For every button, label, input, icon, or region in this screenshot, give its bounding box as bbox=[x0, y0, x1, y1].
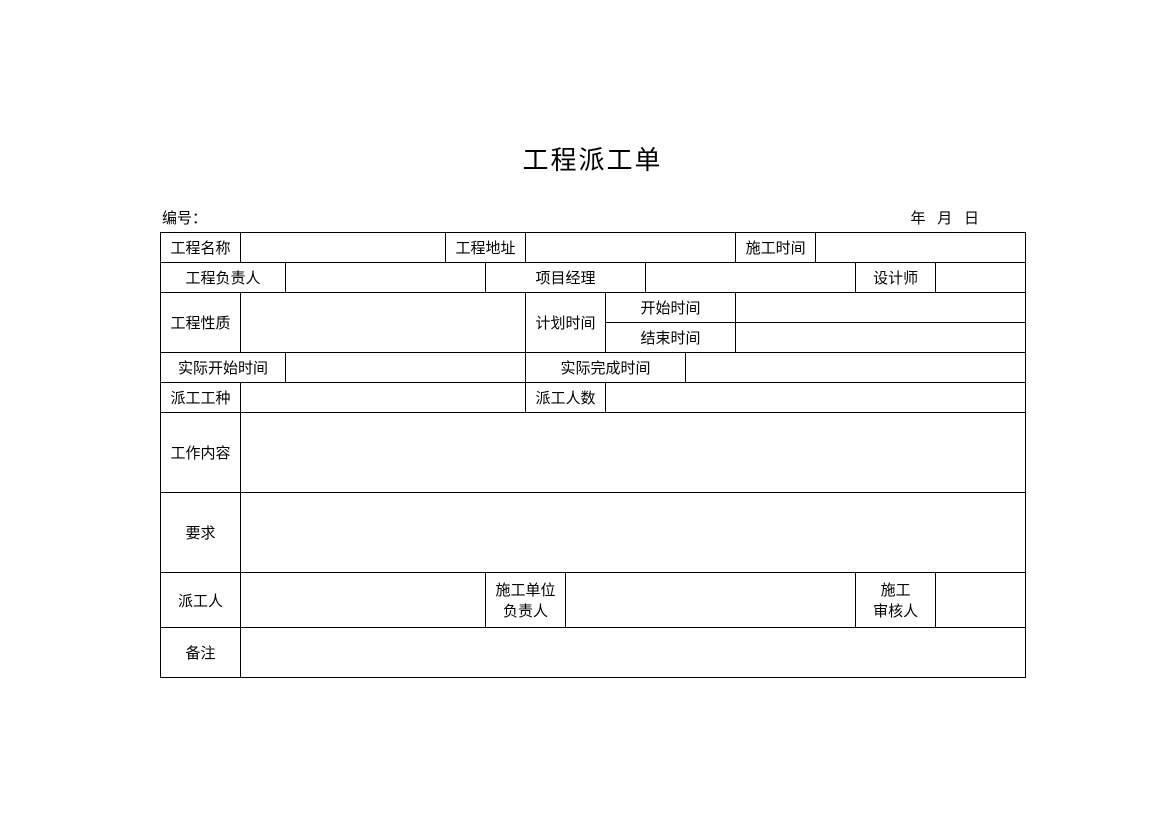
value-reviewer[interactable] bbox=[936, 573, 1026, 628]
label-work-type: 派工工种 bbox=[161, 383, 241, 413]
value-project-name[interactable] bbox=[241, 233, 446, 263]
header-line: 编号： 年 月 日 bbox=[160, 207, 1025, 228]
label-project-address: 工程地址 bbox=[446, 233, 526, 263]
value-actual-start[interactable] bbox=[286, 353, 526, 383]
value-remarks[interactable] bbox=[241, 628, 1026, 678]
value-requirements[interactable] bbox=[241, 493, 1026, 573]
number-label: 编号： bbox=[162, 207, 207, 228]
value-actual-end[interactable] bbox=[686, 353, 1026, 383]
label-designer: 设计师 bbox=[856, 263, 936, 293]
label-start-time: 开始时间 bbox=[606, 293, 736, 323]
value-project-manager[interactable] bbox=[646, 263, 856, 293]
date-label: 年 月 日 bbox=[910, 207, 1023, 228]
value-project-leader[interactable] bbox=[286, 263, 486, 293]
dispatch-form-table: 工程名称 工程地址 施工时间 工程负责人 项目经理 设计师 工程性质 计划时间 … bbox=[160, 232, 1026, 678]
label-remarks: 备注 bbox=[161, 628, 241, 678]
value-designer[interactable] bbox=[936, 263, 1026, 293]
value-project-address[interactable] bbox=[526, 233, 736, 263]
label-worker-count: 派工人数 bbox=[526, 383, 606, 413]
label-work-content: 工作内容 bbox=[161, 413, 241, 493]
value-work-type[interactable] bbox=[241, 383, 526, 413]
value-dispatcher[interactable] bbox=[241, 573, 486, 628]
label-requirements: 要求 bbox=[161, 493, 241, 573]
label-project-leader: 工程负责人 bbox=[161, 263, 286, 293]
label-actual-start: 实际开始时间 bbox=[161, 353, 286, 383]
label-unit-leader-l1: 施工单位 bbox=[492, 579, 559, 600]
label-project-name: 工程名称 bbox=[161, 233, 241, 263]
label-plan-time: 计划时间 bbox=[526, 293, 606, 353]
form-container: 工程派工单 编号： 年 月 日 bbox=[160, 140, 1025, 678]
label-project-manager: 项目经理 bbox=[486, 263, 646, 293]
label-end-time: 结束时间 bbox=[606, 323, 736, 353]
label-construction-time: 施工时间 bbox=[736, 233, 816, 263]
label-reviewer-l2: 审核人 bbox=[862, 600, 929, 621]
value-construction-time[interactable] bbox=[816, 233, 1026, 263]
label-reviewer: 施工 审核人 bbox=[856, 573, 936, 628]
label-actual-end: 实际完成时间 bbox=[526, 353, 686, 383]
label-unit-leader: 施工单位 负责人 bbox=[486, 573, 566, 628]
label-unit-leader-l2: 负责人 bbox=[492, 600, 559, 621]
label-project-nature: 工程性质 bbox=[161, 293, 241, 353]
value-project-nature[interactable] bbox=[241, 293, 526, 353]
value-start-time[interactable] bbox=[736, 293, 1026, 323]
value-unit-leader[interactable] bbox=[566, 573, 856, 628]
value-work-content[interactable] bbox=[241, 413, 1026, 493]
form-title: 工程派工单 bbox=[160, 140, 1025, 177]
label-dispatcher: 派工人 bbox=[161, 573, 241, 628]
value-worker-count[interactable] bbox=[606, 383, 1026, 413]
value-end-time[interactable] bbox=[736, 323, 1026, 353]
label-reviewer-l1: 施工 bbox=[862, 579, 929, 600]
